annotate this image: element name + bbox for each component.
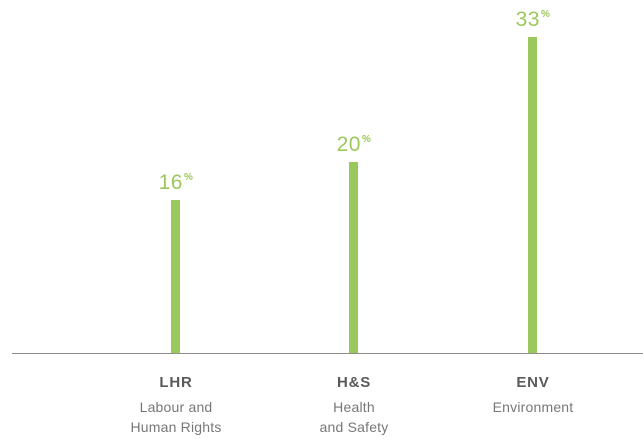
bar-lhr <box>170 199 180 353</box>
category-label-lhr: LHR Labour and Human Rights <box>96 374 256 437</box>
data-label: 20% <box>337 134 372 155</box>
category-description-line: Health <box>333 399 375 415</box>
category-description-line: Human Rights <box>130 419 222 435</box>
data-label-unit: % <box>361 133 372 145</box>
data-label-unit: % <box>183 171 194 183</box>
data-label: 16% <box>159 172 194 193</box>
bar-env <box>527 37 537 353</box>
category-description-line: Environment <box>492 399 574 415</box>
category-description-line: and Safety <box>319 419 389 435</box>
bar-hs <box>348 161 358 353</box>
data-label: 33% <box>516 9 551 30</box>
x-axis-baseline <box>12 353 643 354</box>
data-label-value: 20 <box>336 132 361 156</box>
category-label-hs: H&S Health and Safety <box>274 374 434 437</box>
category-label-env: ENV Environment <box>453 374 613 417</box>
data-label-value: 16 <box>158 170 183 194</box>
category-code: H&S <box>336 374 372 391</box>
data-label-value: 33 <box>515 8 540 32</box>
data-label-unit: % <box>540 9 551 21</box>
category-description-line: Labour and <box>139 399 213 415</box>
category-code: ENV <box>516 374 550 391</box>
category-code: LHR <box>159 374 193 391</box>
